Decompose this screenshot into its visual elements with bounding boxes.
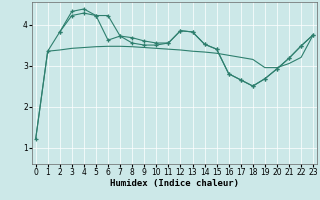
X-axis label: Humidex (Indice chaleur): Humidex (Indice chaleur) — [110, 179, 239, 188]
